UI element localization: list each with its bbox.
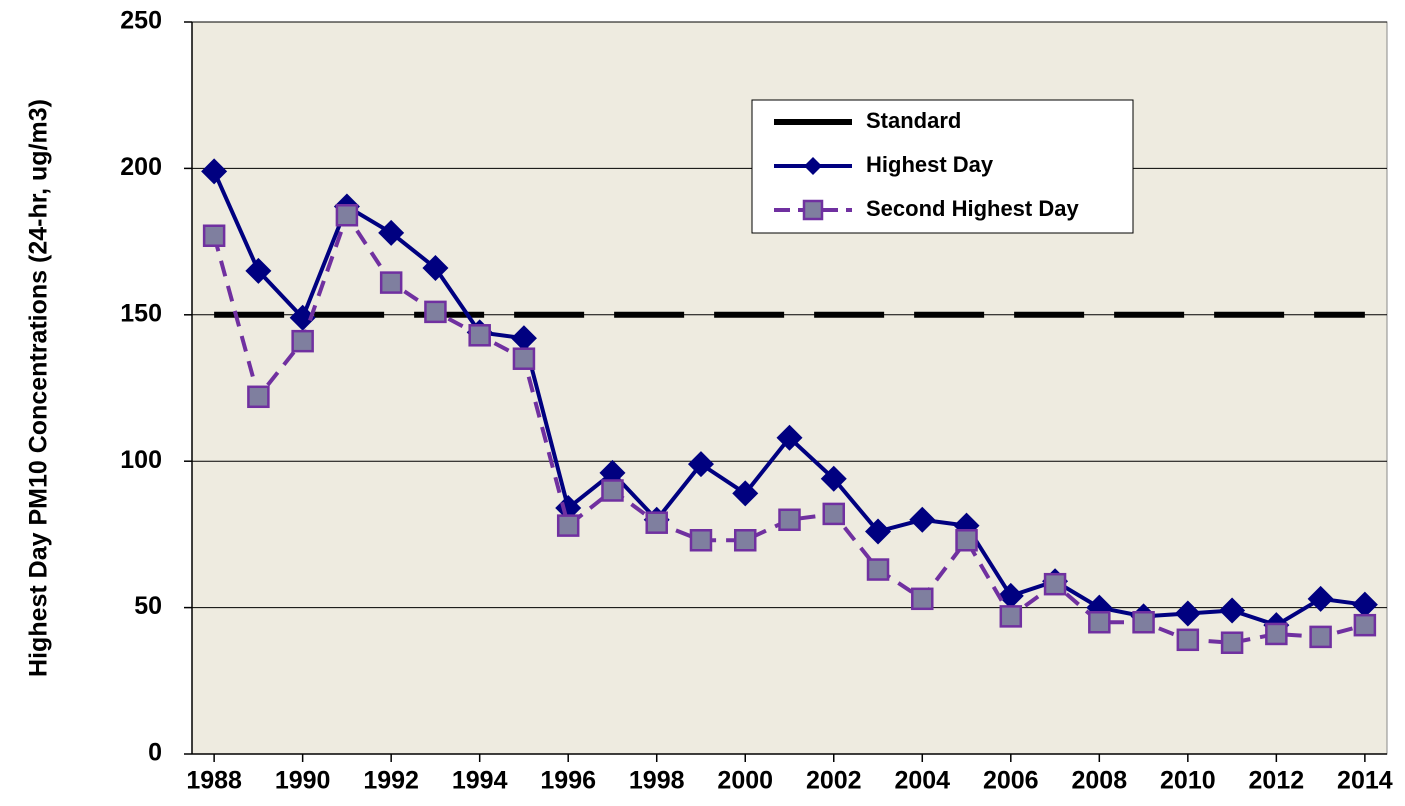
square-marker <box>1043 572 1067 596</box>
square-marker <box>424 300 447 324</box>
diamond-marker <box>820 465 847 492</box>
square-marker <box>911 587 934 611</box>
x-tick-label: 1994 <box>452 767 508 795</box>
square-marker <box>468 324 491 347</box>
diamond-marker <box>378 219 405 246</box>
square-marker <box>645 511 668 534</box>
x-tick-label: 2002 <box>806 767 862 795</box>
y-tick-label: 100 <box>120 446 162 474</box>
legend-label: Standard <box>866 108 961 133</box>
y-tick-label: 150 <box>120 299 162 327</box>
x-tick-label: 1988 <box>186 767 242 795</box>
x-tick-label: 2004 <box>894 767 950 795</box>
square-marker <box>291 329 314 353</box>
square-marker <box>556 514 580 537</box>
x-tick-label: 1998 <box>629 767 685 795</box>
square-marker <box>1265 622 1288 646</box>
x-tick-label: 2006 <box>983 767 1039 795</box>
square-marker <box>1220 631 1244 654</box>
diamond-marker <box>776 424 803 451</box>
square-marker <box>601 479 624 502</box>
legend-label: Highest Day <box>866 152 994 177</box>
diamond-marker <box>1307 585 1334 612</box>
x-tick-label: 1996 <box>540 767 596 795</box>
square-marker <box>1176 628 1200 652</box>
y-tick-label: 50 <box>134 592 162 620</box>
square-marker <box>512 347 536 370</box>
square-marker <box>733 529 757 552</box>
square-marker <box>778 508 801 532</box>
diamond-marker <box>1174 600 1201 627</box>
diamond-marker <box>245 257 272 284</box>
square-marker <box>1309 625 1332 649</box>
square-marker <box>335 203 359 227</box>
x-tick-label: 2010 <box>1160 767 1216 795</box>
x-tick-label: 1990 <box>275 767 331 795</box>
y-tick-label: 250 <box>120 7 162 35</box>
diamond-marker <box>865 518 892 545</box>
diamond-marker <box>1351 591 1378 618</box>
legend-label: Second Highest Day <box>866 196 1079 221</box>
square-marker <box>1132 610 1155 634</box>
x-tick-label: 1992 <box>363 767 419 795</box>
square-marker <box>247 385 270 409</box>
y-tick-label: 0 <box>148 739 162 767</box>
square-marker <box>202 224 226 247</box>
diamond-marker <box>1219 597 1246 624</box>
square-marker <box>955 529 978 552</box>
y-axis-label: Highest Day PM10 Concentrations (24-hr, … <box>25 99 53 677</box>
square-marker <box>866 558 890 581</box>
legend-marker <box>802 199 824 221</box>
diamond-marker <box>289 304 316 331</box>
x-tick-label: 2014 <box>1337 767 1393 795</box>
diamond-marker <box>510 325 537 352</box>
square-marker <box>999 605 1023 628</box>
diamond-marker <box>422 254 449 281</box>
diamond-marker <box>909 506 936 533</box>
diamond-marker <box>201 158 228 185</box>
diamond-marker <box>997 582 1024 609</box>
x-tick-label: 2012 <box>1249 767 1305 795</box>
square-marker <box>1353 613 1377 637</box>
square-marker <box>379 271 403 294</box>
diamond-marker <box>687 451 714 478</box>
x-tick-label: 2008 <box>1072 767 1128 795</box>
y-tick-label: 200 <box>120 153 162 181</box>
square-marker <box>822 502 846 526</box>
square-marker <box>689 529 713 552</box>
x-tick-label: 2000 <box>717 767 773 795</box>
diamond-marker <box>732 480 759 507</box>
legend-marker <box>804 157 822 175</box>
square-marker <box>1088 610 1111 634</box>
